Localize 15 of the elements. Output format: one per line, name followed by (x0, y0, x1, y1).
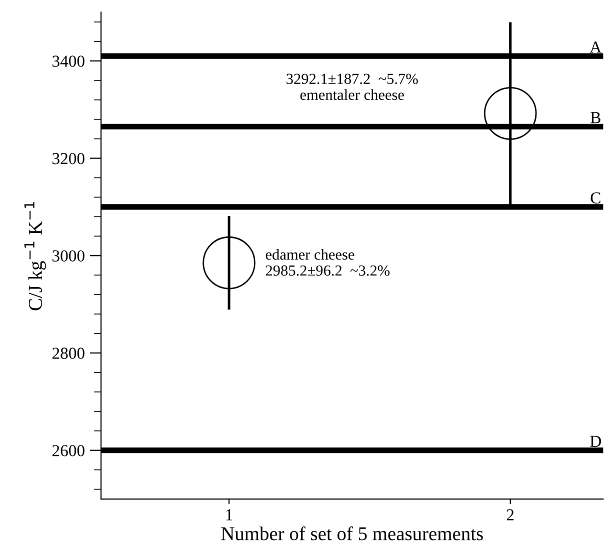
x-axis-title: Number of set of 5 measurements (221, 526, 483, 540)
y-tick-label: 2800 (52, 348, 84, 359)
ref-line-label: C (590, 192, 600, 204)
y-tick-label: 2600 (52, 445, 84, 456)
x-tick-label: 1 (226, 509, 232, 520)
ref-line-label: A (590, 41, 602, 52)
y-tick-label: 3200 (52, 152, 84, 164)
y-tick-label: 3000 (52, 250, 84, 262)
y-tick-label: 3400 (52, 56, 84, 67)
ref-line-label: D (590, 436, 602, 447)
x-tick-label: 2 (506, 509, 514, 520)
annotation: edamer cheese 2985.2±96.2 ~3.2% (266, 248, 390, 276)
y-axis-title: C/J kg$^{−1}$ K$^{−1}$ (24, 202, 46, 310)
ref-line-label: B (590, 112, 600, 124)
annotation: 3292.1±187.2 ~5.7% ementaler cheese (286, 74, 418, 100)
